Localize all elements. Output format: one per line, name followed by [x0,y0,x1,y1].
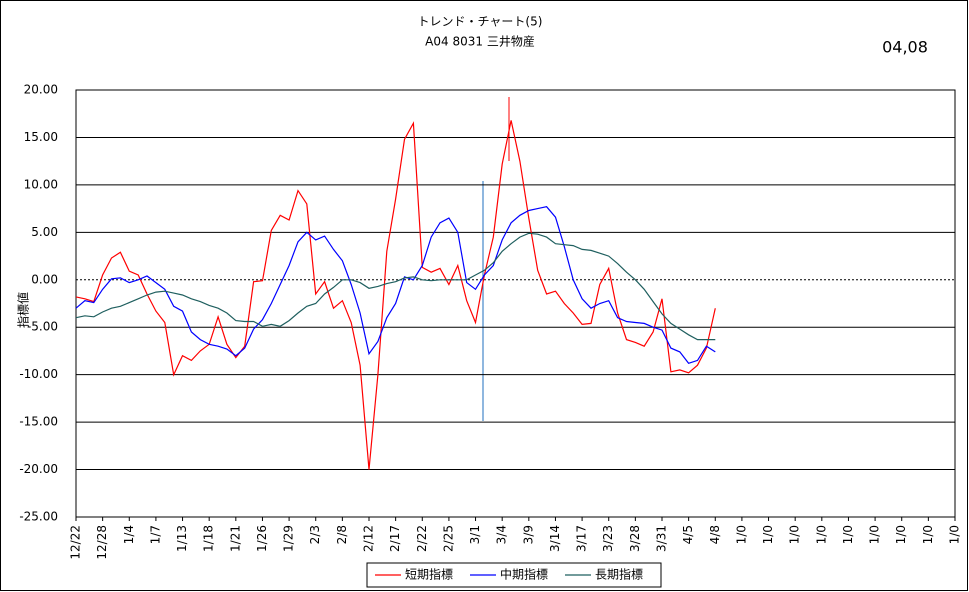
x-tick-label: 1/0 [788,525,802,544]
x-tick-label: 1/0 [814,525,828,544]
y-tick-label: 5.00 [31,225,58,239]
series-line [75,206,716,365]
x-tick-label: 3/31 [655,525,669,552]
x-tick-label: 1/0 [761,525,775,544]
x-tick-label: 2/12 [362,525,376,552]
x-tick-label: 1/0 [734,525,748,544]
x-tick-label: 1/0 [921,525,935,544]
legend-box [366,562,662,588]
x-tick-label: 12/22 [69,525,83,560]
x-tick-label: 1/0 [948,525,962,544]
chart-title: トレンド・チャート(5) [418,15,543,29]
legend-label: 長期指標 [595,567,643,582]
annotation: 04,08 [882,38,928,57]
y-tick-label: 20.00 [24,83,58,97]
y-tick-label: -25.00 [19,510,58,524]
y-tick-label: -20.00 [19,462,58,476]
x-tick-label: 4/5 [681,525,695,544]
x-tick-label: 3/1 [468,525,482,544]
chart-subtitle: A04 8031 三井物産 [425,34,535,49]
y-axis-label: 指標値 [16,292,31,328]
y-tick-label: -15.00 [19,415,58,429]
x-tick-label: 3/28 [628,525,642,552]
legend-label: 短期指標 [405,567,453,582]
x-tick-label: 2/22 [415,525,429,552]
x-tick-label: 1/21 [228,525,242,552]
y-tick-label: -10.00 [19,367,58,381]
x-tick-label: 3/23 [601,525,615,552]
x-tick-label: 3/4 [495,525,509,544]
x-tick-label: 2/8 [335,525,349,544]
x-tick-label: 1/26 [255,525,269,552]
series-line [75,232,716,341]
x-tick-label: 1/7 [148,525,162,544]
x-tick-label: 3/17 [575,525,589,552]
x-tick-label: 2/3 [308,525,322,544]
x-tick-label: 1/0 [841,525,855,544]
y-tick-label: -5.00 [27,320,58,334]
x-tick-label: 1/13 [175,525,189,552]
x-tick-label: 1/4 [122,525,136,544]
x-tick-label: 1/29 [282,525,296,552]
x-tick-label: 3/14 [548,525,562,552]
legend-label: 中期指標 [500,567,548,582]
x-tick-label: 2/17 [388,525,402,552]
x-tick-label: 12/28 [95,525,109,560]
x-tick-label: 1/0 [868,525,882,544]
x-tick-label: 1/0 [894,525,908,544]
series-line [75,120,716,470]
x-tick-label: 3/9 [521,525,535,544]
x-tick-label: 4/8 [708,525,722,544]
y-tick-label: 15.00 [24,130,58,144]
x-tick-label: 1/18 [202,525,216,552]
y-tick-label: 0.00 [31,272,58,286]
y-tick-label: 10.00 [24,177,58,191]
x-tick-label: 2/25 [441,525,455,552]
